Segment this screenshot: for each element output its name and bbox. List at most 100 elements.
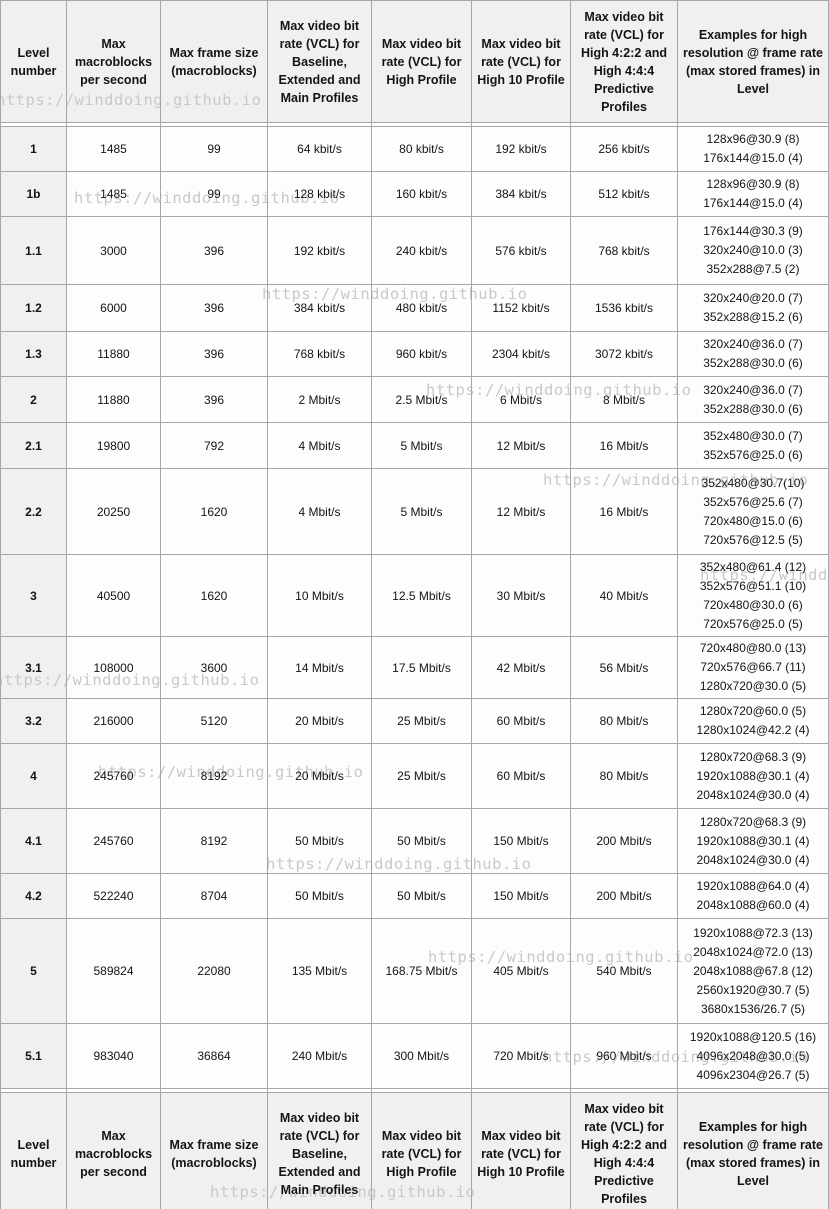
examples-cell: 1920x1088@120.5 (16) 4096x2048@30.0 (5) 40… (677, 1023, 829, 1089)
data-cell-col-4: 12.5 Mbit/s (371, 554, 472, 637)
data-cell-col-4: 2.5 Mbit/s (371, 376, 472, 423)
data-cell-col-1: 40500 (66, 554, 161, 637)
data-cell-col-6: 1536 kbit/s (570, 284, 678, 332)
data-cell-col-1: 589824 (66, 918, 161, 1024)
data-cell-col-3: 50 Mbit/s (267, 873, 372, 919)
level-number-cell: 1 (0, 126, 67, 172)
data-cell-col-6: 16 Mbit/s (570, 468, 678, 555)
data-cell-col-4: 480 kbit/s (371, 284, 472, 332)
examples-cell: 320x240@36.0 (7) 352x288@30.0 (6) (677, 376, 829, 423)
data-cell-col-5: 30 Mbit/s (471, 554, 571, 637)
data-cell-col-1: 245760 (66, 808, 161, 874)
examples-cell: 1920x1088@72.3 (13) 2048x1024@72.0 (13) 20… (677, 918, 829, 1024)
data-cell-col-1: 6000 (66, 284, 161, 332)
data-cell-col-5: 720 Mbit/s (471, 1023, 571, 1089)
data-cell-col-2: 396 (160, 376, 268, 423)
data-cell-col-3: 384 kbit/s (267, 284, 372, 332)
data-cell-col-3: 192 kbit/s (267, 216, 372, 285)
level-number-cell: 2.2 (0, 468, 67, 555)
data-cell-col-4: 50 Mbit/s (371, 873, 472, 919)
data-cell-col-3: 135 Mbit/s (267, 918, 372, 1024)
data-cell-col-3: 14 Mbit/s (267, 636, 372, 699)
data-cell-col-5: 192 kbit/s (471, 126, 571, 172)
column-header-2: Max frame size (macroblocks) (160, 1092, 268, 1209)
data-cell-col-3: 50 Mbit/s (267, 808, 372, 874)
level-row-2: 2 11880 396 2 Mbit/s 2.5 Mbit/s 6 Mbit/s 8 Mbi… (0, 376, 829, 423)
data-cell-col-2: 792 (160, 422, 268, 469)
level-number-cell: 1.2 (0, 284, 67, 332)
data-cell-col-4: 80 kbit/s (371, 126, 472, 172)
data-cell-col-6: 3072 kbit/s (570, 331, 678, 377)
column-header-7: Examples for high resolution @ frame rat… (677, 1092, 829, 1209)
data-cell-col-1: 216000 (66, 698, 161, 744)
examples-cell: 128x96@30.9 (8) 176x144@15.0 (4) (677, 171, 829, 217)
level-number-cell: 2 (0, 376, 67, 423)
data-cell-col-5: 42 Mbit/s (471, 636, 571, 699)
level-row-5: 5 589824 22080 135 Mbit/s 168.75 Mbit/s 405 M… (0, 918, 829, 1024)
data-cell-col-2: 1620 (160, 554, 268, 637)
data-cell-col-4: 168.75 Mbit/s (371, 918, 472, 1024)
data-cell-col-2: 396 (160, 216, 268, 285)
examples-cell: 720x480@80.0 (13) 720x576@66.7 (11) 1280x7… (677, 636, 829, 699)
level-number-cell: 3.2 (0, 698, 67, 744)
column-header-7: Examples for high resolution @ frame rat… (677, 0, 829, 123)
data-cell-col-4: 300 Mbit/s (371, 1023, 472, 1089)
level-row-5.1: 5.1 983040 36864 240 Mbit/s 300 Mbit/s 720 Mb… (0, 1023, 829, 1089)
data-cell-col-5: 576 kbit/s (471, 216, 571, 285)
data-cell-col-5: 60 Mbit/s (471, 743, 571, 809)
level-row-3: 3 40500 1620 10 Mbit/s 12.5 Mbit/s 30 Mbit/s 4… (0, 554, 829, 637)
data-cell-col-1: 1485 (66, 126, 161, 172)
data-cell-col-5: 150 Mbit/s (471, 808, 571, 874)
level-number-cell: 1.1 (0, 216, 67, 285)
level-row-1.1: 1.1 3000 396 192 kbit/s 240 kbit/s 576 kbit/s… (0, 216, 829, 285)
level-row-3.1: 3.1 108000 3600 14 Mbit/s 17.5 Mbit/s 42 Mbit… (0, 636, 829, 699)
data-cell-col-4: 960 kbit/s (371, 331, 472, 377)
data-cell-col-5: 384 kbit/s (471, 171, 571, 217)
data-cell-col-2: 22080 (160, 918, 268, 1024)
level-row-1.3: 1.3 11880 396 768 kbit/s 960 kbit/s 2304 kbit… (0, 331, 829, 377)
data-cell-col-2: 3600 (160, 636, 268, 699)
column-header-5: Max video bit rate (VCL) for High 10 Pro… (471, 1092, 571, 1209)
examples-cell: 1920x1088@64.0 (4) 2048x1088@60.0 (4) (677, 873, 829, 919)
data-cell-col-5: 150 Mbit/s (471, 873, 571, 919)
examples-cell: 352x480@30.7(10) 352x576@25.6 (7) 720x480@… (677, 468, 829, 555)
level-row-2.1: 2.1 19800 792 4 Mbit/s 5 Mbit/s 12 Mbit/s 16 M… (0, 422, 829, 469)
data-cell-col-3: 20 Mbit/s (267, 743, 372, 809)
examples-cell: 1280x720@60.0 (5) 1280x1024@42.2 (4) (677, 698, 829, 744)
data-cell-col-6: 80 Mbit/s (570, 698, 678, 744)
level-row-4.1: 4.1 245760 8192 50 Mbit/s 50 Mbit/s 150 Mbit/… (0, 808, 829, 874)
data-cell-col-1: 3000 (66, 216, 161, 285)
level-row-4.2: 4.2 522240 8704 50 Mbit/s 50 Mbit/s 150 Mbit/… (0, 873, 829, 919)
column-header-3: Max video bit rate (VCL) for Baseline, E… (267, 0, 372, 123)
column-header-1: Max macroblocks per second (66, 1092, 161, 1209)
column-header-6: Max video bit rate (VCL) for High 4:2:2 … (570, 1092, 678, 1209)
data-cell-col-5: 1152 kbit/s (471, 284, 571, 332)
data-cell-col-4: 25 Mbit/s (371, 743, 472, 809)
level-row-3.2: 3.2 216000 5120 20 Mbit/s 25 Mbit/s 60 Mbit/s… (0, 698, 829, 744)
column-header-1: Max macroblocks per second (66, 0, 161, 123)
data-cell-col-5: 12 Mbit/s (471, 422, 571, 469)
data-cell-col-1: 11880 (66, 331, 161, 377)
data-cell-col-3: 128 kbit/s (267, 171, 372, 217)
data-cell-col-1: 19800 (66, 422, 161, 469)
data-cell-col-2: 5120 (160, 698, 268, 744)
data-cell-col-1: 11880 (66, 376, 161, 423)
spacer-row (0, 1088, 829, 1093)
level-number-cell: 4.1 (0, 808, 67, 874)
column-header-2: Max frame size (macroblocks) (160, 0, 268, 123)
level-number-cell: 3.1 (0, 636, 67, 699)
data-cell-col-6: 768 kbit/s (570, 216, 678, 285)
level-number-cell: 1b (0, 171, 67, 217)
data-cell-col-6: 256 kbit/s (570, 126, 678, 172)
column-header-4: Max video bit rate (VCL) for High Profil… (371, 0, 472, 123)
examples-cell: 1280x720@68.3 (9) 1920x1088@30.1 (4) 2048x… (677, 743, 829, 809)
data-cell-col-3: 10 Mbit/s (267, 554, 372, 637)
data-cell-col-3: 4 Mbit/s (267, 468, 372, 555)
column-header-3: Max video bit rate (VCL) for Baseline, E… (267, 1092, 372, 1209)
data-cell-col-2: 396 (160, 284, 268, 332)
level-number-cell: 3 (0, 554, 67, 637)
examples-cell: 352x480@61.4 (12) 352x576@51.1 (10) 720x48… (677, 554, 829, 637)
data-cell-col-1: 108000 (66, 636, 161, 699)
examples-cell: 320x240@36.0 (7) 352x288@30.0 (6) (677, 331, 829, 377)
